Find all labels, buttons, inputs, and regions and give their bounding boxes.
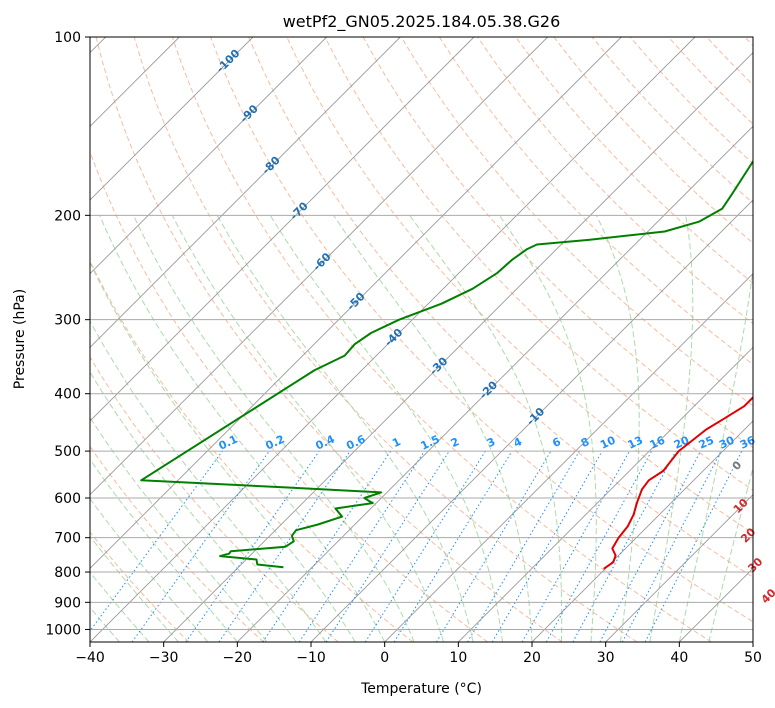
x-tick-label: −30 — [149, 650, 179, 666]
moist-adiabat-line — [596, 215, 639, 642]
mixing-ratio-label: 6 — [550, 435, 563, 450]
isotherm-label: -50 — [344, 290, 367, 313]
theta-e-label: 0 — [730, 458, 745, 473]
dry-adiabat-line — [363, 37, 775, 642]
moist-adiabat-line — [0, 215, 178, 642]
dry-adiabat-line — [707, 37, 775, 642]
y-tick-label: 100 — [54, 30, 81, 46]
y-tick-label: 500 — [54, 444, 81, 460]
mixing-ratio-label: 13 — [626, 434, 645, 452]
mixing-ratio-line — [326, 451, 449, 642]
dry-adiabat-line — [0, 37, 264, 642]
isotherm-line — [0, 37, 400, 642]
mixing-ratio-label: 2 — [449, 435, 461, 450]
isotherm-line — [0, 37, 253, 642]
dry-adiabat-line — [592, 37, 775, 642]
mixing-ratio-line — [82, 451, 223, 642]
isotherm-line — [0, 37, 327, 642]
moist-adiabat-line — [334, 215, 532, 642]
y-tick-label: 300 — [54, 313, 81, 329]
mixing-ratio-label: 0.2 — [264, 433, 287, 453]
mixing-ratio-line — [645, 451, 742, 642]
dry-adiabat-line — [0, 37, 338, 642]
x-tick-label: 20 — [523, 650, 541, 666]
isotherm-line — [385, 37, 775, 642]
isotherm-line — [311, 37, 775, 642]
x-tick-label: 30 — [597, 650, 615, 666]
x-tick-label: −40 — [75, 650, 105, 666]
y-tick-label: 700 — [54, 531, 81, 547]
moist-adiabat-line — [709, 215, 775, 642]
chart-title: wetPf2_GN05.2025.184.05.38.G26 — [283, 12, 561, 32]
isotherm-label: -10 — [524, 405, 547, 428]
isotherm-label: -40 — [382, 326, 405, 349]
isotherm-line — [532, 37, 775, 642]
theta-e-label: 20 — [738, 525, 758, 545]
mixing-ratio-label: 25 — [697, 434, 716, 452]
isotherm-line — [237, 37, 775, 642]
mixing-ratio-line — [132, 451, 269, 642]
moist-adiabat-line — [0, 215, 208, 642]
dry-adiabat-line — [211, 37, 775, 642]
x-tick-label: 10 — [449, 650, 467, 666]
y-tick-label: 1000 — [45, 622, 81, 638]
x-axis-title: Temperature (°C) — [360, 681, 482, 697]
mixing-ratio-label: 36 — [738, 433, 758, 451]
y-tick-label: 400 — [54, 387, 81, 403]
moist-adiabat-line — [172, 215, 443, 642]
x-tick-label: −10 — [296, 650, 326, 666]
y-tick-label: 600 — [54, 491, 81, 507]
isotherm-line — [164, 37, 769, 642]
x-tick-label: 0 — [380, 650, 389, 666]
x-tick-label: 40 — [670, 650, 688, 666]
isotherm-label: -30 — [427, 354, 450, 377]
dry-adiabat-line — [668, 37, 775, 642]
moist-adiabat-line — [679, 215, 758, 642]
mixing-ratio-label: 4 — [512, 435, 525, 450]
dry-adiabat-line — [20, 37, 413, 642]
isotherm-line — [753, 37, 775, 642]
isotherm-label: -70 — [288, 199, 311, 222]
dewpoint-profile-line — [141, 37, 775, 567]
mixing-ratio-line — [546, 451, 651, 642]
mixing-ratio-label: 0.1 — [217, 433, 240, 453]
y-axis-title: Pressure (hPa) — [12, 289, 28, 389]
dry-adiabat-line — [58, 37, 488, 642]
isotherm-label: -80 — [260, 154, 283, 177]
plot-frame — [90, 37, 753, 642]
moist-adiabat-line — [0, 215, 237, 642]
dry-adiabat-line — [439, 37, 775, 642]
mixing-ratio-label: 0.6 — [344, 432, 367, 452]
y-tick-label: 900 — [54, 595, 81, 611]
x-tick-label: −20 — [223, 650, 253, 666]
theta-e-label: 10 — [731, 496, 751, 516]
mixing-ratio-label: 1.5 — [419, 433, 442, 453]
x-tick-label: 50 — [744, 650, 762, 666]
moist-adiabat-line — [0, 215, 267, 642]
isotherm-label: -90 — [238, 102, 261, 125]
y-tick-label: 200 — [54, 208, 81, 224]
moist-adiabat-line — [100, 215, 385, 642]
isotherm-line — [679, 37, 775, 642]
mixing-ratio-label: 30 — [717, 433, 737, 451]
isotherm-label: -100 — [214, 47, 243, 76]
isotherm-line — [16, 37, 621, 642]
moist-adiabat-line — [42, 215, 326, 642]
moist-adiabat-line — [134, 215, 415, 642]
dry-adiabat-line — [745, 37, 775, 642]
moist-adiabat-line — [217, 215, 473, 642]
isotherm-label: -60 — [310, 250, 333, 273]
dry-adiabat-line — [516, 37, 775, 642]
y-tick-label: 800 — [54, 565, 81, 581]
isotherm-line — [458, 37, 775, 642]
theta-e-label: 40 — [759, 586, 775, 606]
isotherm-line — [0, 37, 548, 642]
mixing-ratio-label: 3 — [485, 435, 497, 450]
mixing-ratio-label: 10 — [598, 433, 618, 451]
